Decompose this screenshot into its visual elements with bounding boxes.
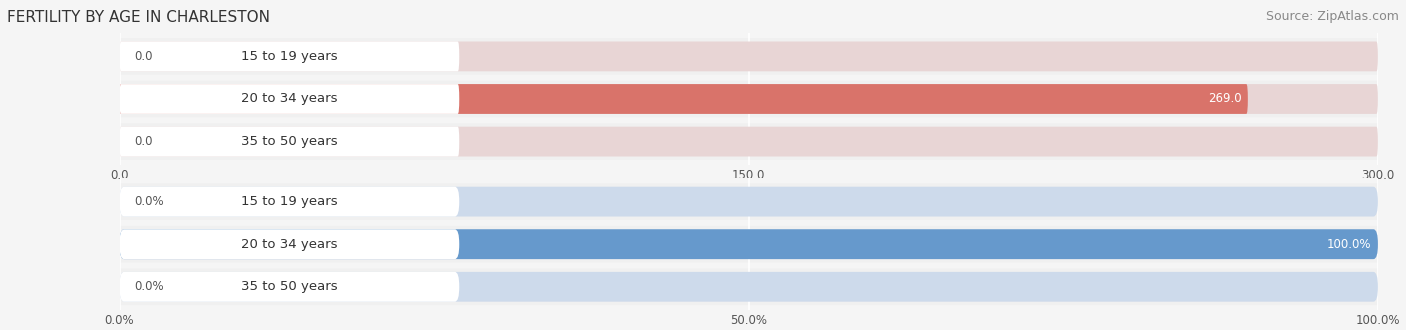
FancyBboxPatch shape [120, 229, 1378, 259]
FancyBboxPatch shape [120, 127, 460, 156]
Text: 0.0: 0.0 [135, 135, 153, 148]
Text: 0.0: 0.0 [135, 50, 153, 63]
FancyBboxPatch shape [120, 84, 1378, 114]
FancyBboxPatch shape [120, 187, 460, 216]
FancyBboxPatch shape [118, 183, 1379, 220]
Text: 269.0: 269.0 [1208, 92, 1241, 106]
FancyBboxPatch shape [120, 42, 1378, 71]
Text: 0.0%: 0.0% [135, 280, 165, 293]
Text: 15 to 19 years: 15 to 19 years [240, 195, 337, 208]
FancyBboxPatch shape [120, 229, 460, 259]
FancyBboxPatch shape [120, 272, 1378, 302]
FancyBboxPatch shape [120, 127, 1378, 156]
FancyBboxPatch shape [120, 42, 460, 71]
Text: 35 to 50 years: 35 to 50 years [240, 135, 337, 148]
FancyBboxPatch shape [120, 84, 460, 114]
FancyBboxPatch shape [118, 123, 1379, 160]
FancyBboxPatch shape [120, 84, 1249, 114]
Text: Source: ZipAtlas.com: Source: ZipAtlas.com [1265, 10, 1399, 23]
FancyBboxPatch shape [118, 38, 1379, 75]
Text: 20 to 34 years: 20 to 34 years [242, 92, 337, 106]
FancyBboxPatch shape [118, 269, 1379, 305]
FancyBboxPatch shape [120, 272, 460, 302]
Text: 15 to 19 years: 15 to 19 years [240, 50, 337, 63]
Text: FERTILITY BY AGE IN CHARLESTON: FERTILITY BY AGE IN CHARLESTON [7, 10, 270, 25]
FancyBboxPatch shape [120, 187, 1378, 216]
FancyBboxPatch shape [118, 226, 1379, 262]
Text: 20 to 34 years: 20 to 34 years [242, 238, 337, 251]
Text: 100.0%: 100.0% [1327, 238, 1372, 251]
FancyBboxPatch shape [118, 81, 1379, 117]
FancyBboxPatch shape [120, 229, 1378, 259]
Text: 35 to 50 years: 35 to 50 years [240, 280, 337, 293]
Text: 0.0%: 0.0% [135, 195, 165, 208]
